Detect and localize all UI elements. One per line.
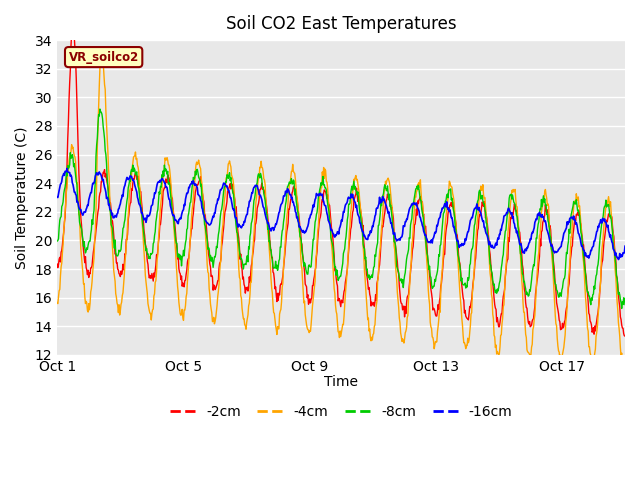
X-axis label: Time: Time xyxy=(324,375,358,389)
Title: Soil CO2 East Temperatures: Soil CO2 East Temperatures xyxy=(226,15,456,33)
Y-axis label: Soil Temperature (C): Soil Temperature (C) xyxy=(15,126,29,269)
Text: VR_soilco2: VR_soilco2 xyxy=(68,50,139,63)
Legend: -2cm, -4cm, -8cm, -16cm: -2cm, -4cm, -8cm, -16cm xyxy=(164,400,518,425)
